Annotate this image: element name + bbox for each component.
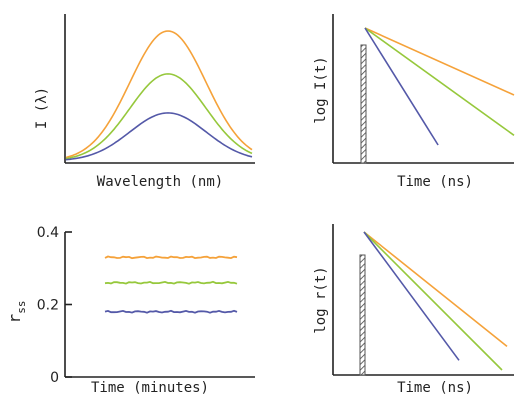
spectra-x-label: Wavelength (nm): [97, 174, 223, 190]
anisotropy-y-label: rss: [5, 301, 28, 324]
anisotropy-y-tick-label: 0.2: [37, 298, 59, 314]
anisotropy-y-label-sub: ss: [15, 301, 28, 314]
anisotropy-decay-series-blue: [363, 231, 460, 361]
spectra-series-blue: [65, 112, 253, 161]
anisotropy-series-blue: [104, 309, 238, 314]
intensity-decay-y-label: log I(t): [313, 56, 329, 123]
anisotropy-decay-x-label: Time (ns): [397, 380, 473, 396]
anisotropy-x-label: Time (minutes): [91, 380, 209, 396]
anisotropy-series-green: [104, 280, 238, 285]
intensity-decay-pulse: [360, 44, 367, 164]
anisotropy-y-tick-label: 0: [50, 370, 59, 386]
intensity-decay-series-orange: [364, 27, 515, 96]
intensity-decay-panel: log I(t) Time (ns): [313, 14, 515, 190]
anisotropy-decay-series-green: [363, 231, 503, 371]
spectra-y-label: I (λ): [34, 87, 50, 129]
anisotropy-y-label-main: r: [5, 313, 24, 323]
anisotropy-y-tick-label: 0.4: [37, 225, 59, 241]
anisotropy-panel: 0.4 0.2 0 rss Time (minutes): [5, 225, 255, 396]
anisotropy-decay-pulse: [359, 254, 366, 376]
anisotropy-series-orange: [104, 255, 238, 260]
spectra-series-green: [65, 73, 253, 160]
anisotropy-decay-y-label: log r(t): [313, 266, 329, 333]
anisotropy-decay-series-orange: [363, 231, 508, 348]
intensity-decay-series-green: [364, 27, 515, 136]
spectra-panel: I (λ) Wavelength (nm): [34, 14, 255, 190]
spectra-series-orange: [65, 30, 253, 159]
intensity-decay-x-label: Time (ns): [397, 174, 473, 190]
anisotropy-decay-panel: log r(t) Time (ns): [313, 224, 514, 396]
intensity-decay-series-blue: [364, 27, 439, 146]
